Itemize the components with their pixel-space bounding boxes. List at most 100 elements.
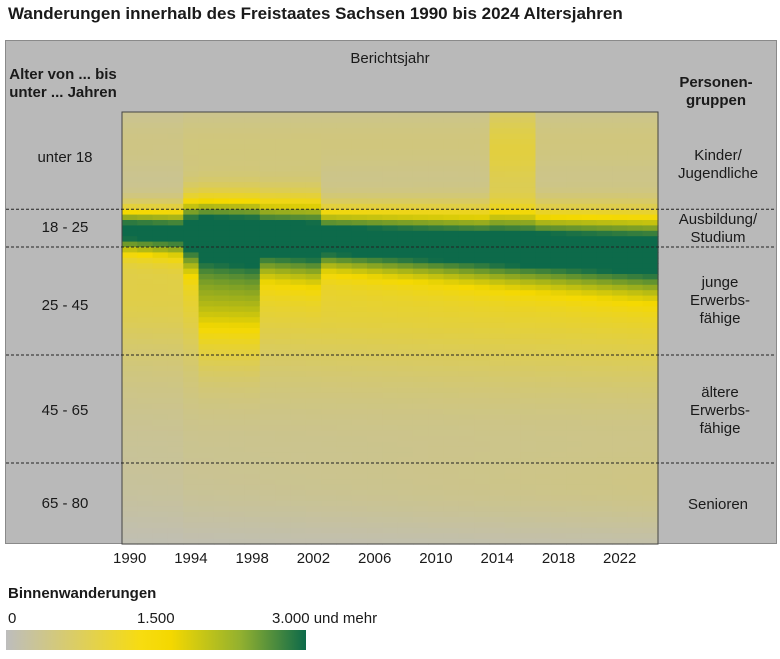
heatmap-cell <box>428 274 445 280</box>
heatmap-cell <box>581 500 598 507</box>
heatmap-cell <box>167 376 184 383</box>
heatmap-cell <box>244 495 261 502</box>
heatmap-cell <box>290 139 307 145</box>
heatmap-cell <box>397 452 414 459</box>
heatmap-cell <box>336 533 353 540</box>
heatmap-cell <box>504 133 521 140</box>
heatmap-cell <box>259 171 276 178</box>
heatmap-cell <box>627 301 644 307</box>
heatmap-cell <box>167 214 184 221</box>
heatmap-cell <box>367 365 383 372</box>
heatmap-cell <box>412 322 429 329</box>
heatmap-cell <box>612 436 628 442</box>
heatmap-cell <box>642 198 659 205</box>
heatmap-cell <box>458 290 475 297</box>
heatmap-cell <box>336 333 353 340</box>
heatmap-cell <box>167 484 184 491</box>
heatmap-cell <box>627 128 644 135</box>
heatmap-cell <box>275 365 292 372</box>
heatmap-cell <box>474 306 491 313</box>
heatmap-cell <box>351 252 368 259</box>
heatmap-cell <box>167 209 184 216</box>
heatmap-cell <box>351 387 368 394</box>
heatmap-cell <box>550 214 567 221</box>
heatmap-cell <box>397 279 414 286</box>
heatmap-cell <box>152 527 169 534</box>
heatmap-cell <box>397 365 414 372</box>
heatmap-cell <box>198 425 215 432</box>
heatmap-cell <box>137 176 154 183</box>
heatmap-cell <box>259 322 276 329</box>
heatmap-cell <box>259 263 276 270</box>
heatmap-cell <box>504 425 521 432</box>
heatmap-cell <box>167 419 184 426</box>
heatmap-cell <box>458 144 475 151</box>
heatmap-cell <box>412 139 429 145</box>
heatmap-cell <box>458 214 475 221</box>
heatmap-cell <box>213 419 230 426</box>
heatmap-cell <box>443 382 460 388</box>
heatmap-cell <box>367 398 383 405</box>
heatmap-cell <box>458 149 475 156</box>
heatmap-cell <box>397 203 414 210</box>
heatmap-cell <box>566 160 583 167</box>
heatmap-cell <box>290 279 307 286</box>
heatmap-cell <box>259 495 276 502</box>
heatmap-cell <box>550 166 567 172</box>
heatmap-cell <box>351 506 368 513</box>
heatmap-cell <box>244 522 261 529</box>
heatmap-cell <box>122 538 138 545</box>
legend-min-label: 0 <box>8 610 17 627</box>
heatmap-cell <box>183 333 200 340</box>
heatmap-cell <box>642 446 659 453</box>
heatmap-cell <box>244 182 261 189</box>
heatmap-cell <box>321 490 337 496</box>
heatmap-cell <box>183 452 200 459</box>
heatmap-cell <box>550 176 567 183</box>
heatmap-cell <box>336 268 353 275</box>
heatmap-cell <box>504 149 521 156</box>
heatmap-cell <box>367 522 383 529</box>
heatmap-cell <box>458 365 475 372</box>
heatmap-cell <box>152 311 169 318</box>
heatmap-cell <box>275 500 292 507</box>
heatmap-cell <box>642 387 659 394</box>
heatmap-cell <box>321 182 337 189</box>
heatmap-cell <box>627 463 644 469</box>
heatmap-cell <box>443 360 460 367</box>
heatmap-cell <box>198 171 215 178</box>
heatmap-cell <box>504 527 521 534</box>
heatmap-cell <box>152 500 169 507</box>
heatmap-cell <box>183 376 200 383</box>
heatmap-cell <box>596 533 613 540</box>
heatmap-cell <box>183 344 200 351</box>
heatmap-cell <box>412 198 429 205</box>
heatmap-cell <box>152 473 169 480</box>
heatmap-cell <box>581 468 598 475</box>
heatmap-cell <box>428 295 445 302</box>
heatmap-cell <box>612 274 628 280</box>
heatmap-cell <box>596 295 613 302</box>
heatmap-cell <box>183 122 200 129</box>
heatmap-cell <box>627 419 644 426</box>
heatmap-cell <box>489 463 506 469</box>
heatmap-cell <box>198 349 215 356</box>
heatmap-cell <box>520 452 537 459</box>
heatmap-cell <box>566 274 583 280</box>
heatmap-cell <box>642 409 659 415</box>
heatmap-cell <box>122 112 138 118</box>
heatmap-cell <box>596 290 613 297</box>
heatmap-cell <box>336 430 353 437</box>
heatmap-cell <box>183 171 200 178</box>
heatmap-cell <box>229 166 246 172</box>
heatmap-cell <box>566 355 583 361</box>
heatmap-cell <box>259 371 276 378</box>
heatmap-cell <box>336 203 353 210</box>
heatmap-cell <box>581 187 598 194</box>
heatmap-cell <box>612 506 628 513</box>
heatmap-cell <box>152 236 169 243</box>
heatmap-cell <box>489 365 506 372</box>
heatmap-cell <box>305 436 322 442</box>
heatmap-cell <box>397 220 414 226</box>
heatmap-cell <box>581 279 598 286</box>
